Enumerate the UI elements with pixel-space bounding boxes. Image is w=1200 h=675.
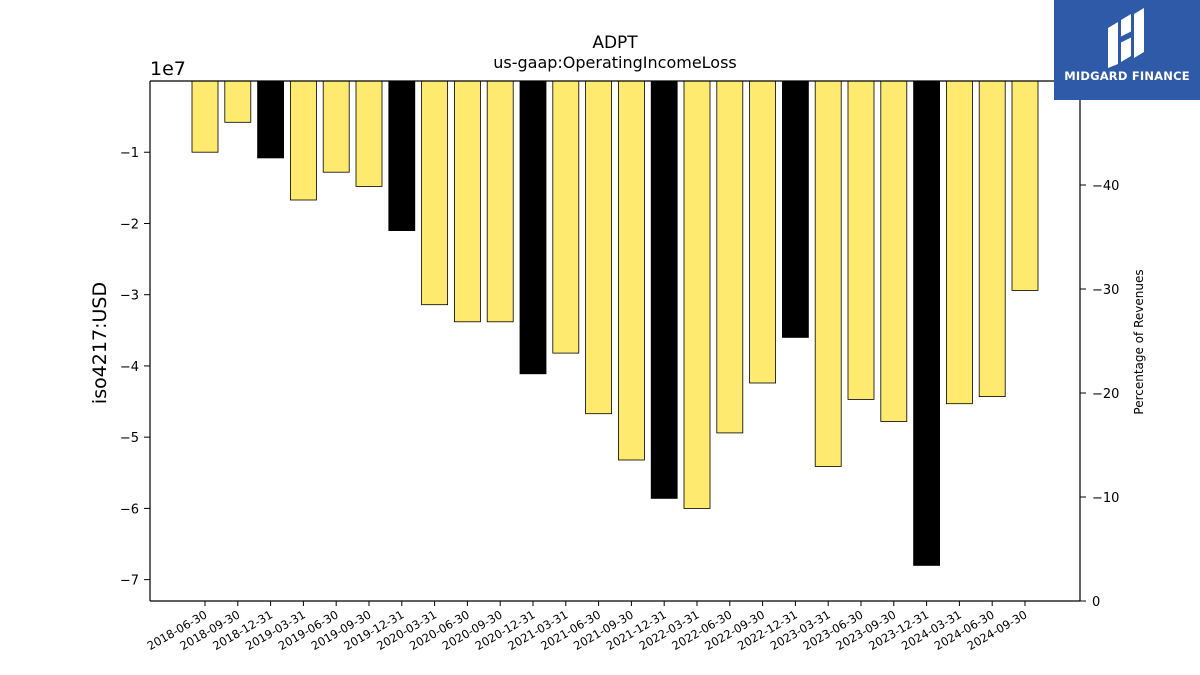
y-ticks-left: −1 −2 −3 −4 −5 −6 −7 xyxy=(120,146,150,589)
bar-2018-12-31 xyxy=(257,80,285,159)
y-offset-text: 1e7 xyxy=(150,58,186,80)
logo-text: MIDGARD FINANCE xyxy=(1064,69,1190,83)
bar-2021-06-30 xyxy=(585,80,612,415)
y-tick-label: −2 xyxy=(120,217,139,232)
bar-2020-06-30 xyxy=(453,80,481,323)
bar-2023-09-30 xyxy=(880,80,908,422)
bar-2023-03-31 xyxy=(814,80,842,467)
bar-2018-06-30 xyxy=(191,80,219,153)
x-ticks: 2018-06-302018-09-302018-12-312019-03-31… xyxy=(145,601,1030,653)
bar-2024-09-30 xyxy=(1011,80,1039,291)
bar-2023-06-30 xyxy=(847,80,875,400)
chart-subtitle: us-gaap:OperatingIncomeLoss xyxy=(493,53,737,72)
bars-group xyxy=(191,80,1039,566)
y2-axis-label: Percentage of Revenues xyxy=(1132,269,1146,414)
bar-2024-03-31 xyxy=(946,80,973,405)
bar-2024-06-30 xyxy=(978,80,1006,398)
y2-tick-label: −30 xyxy=(1092,283,1119,298)
bar-2022-03-31 xyxy=(683,80,711,509)
bar-2022-09-30 xyxy=(749,80,776,384)
y-tick-label: −1 xyxy=(120,146,139,161)
brand-logo: MIDGARD FINANCE xyxy=(1054,0,1200,100)
bar-2019-09-30 xyxy=(355,80,383,187)
bar-2020-09-30 xyxy=(486,80,514,323)
y-tick-label: −6 xyxy=(120,502,139,517)
bar-2023-12-31 xyxy=(913,80,940,566)
midgard-logo-icon xyxy=(1108,8,1144,68)
y-tick-label: −5 xyxy=(120,431,139,446)
y-tick-label: −4 xyxy=(120,360,139,375)
bar-2018-09-30 xyxy=(224,80,252,123)
y-tick-label: −3 xyxy=(120,289,139,304)
y2-tick-label: 0 xyxy=(1092,595,1100,610)
chart-title: ADPT xyxy=(592,33,638,53)
bar-2021-12-31 xyxy=(650,80,678,499)
bar-2022-12-31 xyxy=(782,80,809,338)
bar-2020-03-31 xyxy=(421,80,449,306)
y-tick-label: −7 xyxy=(120,574,139,589)
y2-tick-label: −10 xyxy=(1092,491,1119,506)
bar-2021-03-31 xyxy=(552,80,580,354)
bar-2021-09-30 xyxy=(618,80,645,461)
y-ticks-right: 0 −10 −20 −30 −40 xyxy=(1080,179,1119,610)
bar-2019-03-31 xyxy=(289,80,317,201)
bar-2019-06-30 xyxy=(322,80,350,173)
bar-2022-06-30 xyxy=(716,80,744,434)
bar-2019-12-31 xyxy=(388,80,416,232)
y2-tick-label: −40 xyxy=(1092,179,1119,194)
y-axis-label: iso4217:USD xyxy=(89,282,111,404)
axes-group xyxy=(149,80,1081,602)
bar-2020-12-31 xyxy=(519,80,547,375)
y2-tick-label: −20 xyxy=(1092,387,1119,402)
